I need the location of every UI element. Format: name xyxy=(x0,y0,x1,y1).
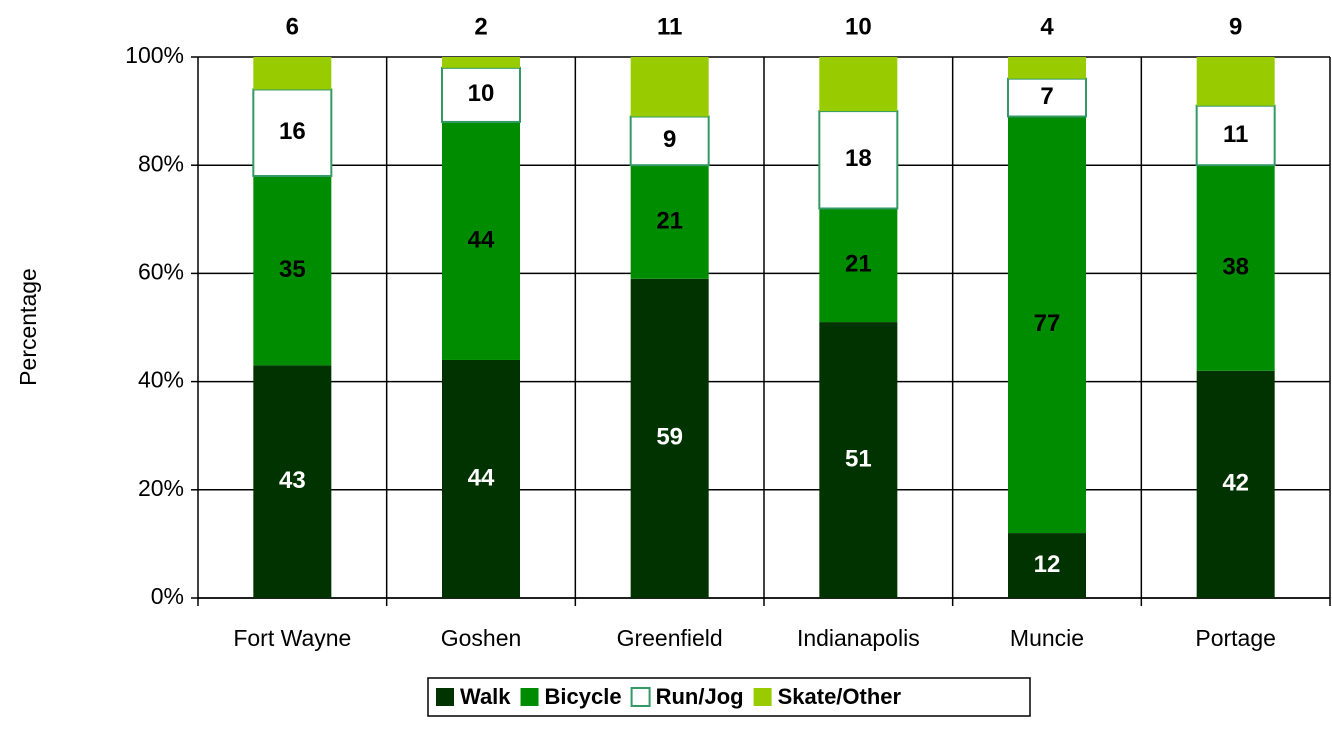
bar-segment xyxy=(1196,370,1275,598)
bar-segment xyxy=(253,57,332,90)
bar-segment xyxy=(819,208,898,323)
bar-segment xyxy=(1007,77,1087,118)
y-tick-label: 100% xyxy=(125,42,184,68)
y-tick-label: 60% xyxy=(138,258,184,284)
data-label: 44 xyxy=(468,464,495,491)
bar-segment xyxy=(629,115,710,167)
bar-segment xyxy=(1008,533,1086,598)
data-label: 35 xyxy=(279,256,306,283)
bar-segment xyxy=(442,121,520,360)
x-tick-label: Portage xyxy=(1195,625,1276,651)
bar-segment xyxy=(253,176,332,366)
legend-label: Bicycle xyxy=(545,684,622,709)
bar-segment xyxy=(630,165,709,279)
x-tick-label: Goshen xyxy=(441,625,522,651)
y-tick-label: 80% xyxy=(138,150,184,176)
data-label: 10 xyxy=(845,13,872,40)
data-label: 43 xyxy=(279,467,306,494)
y-axis-label: Percentage xyxy=(15,268,41,386)
data-label: 51 xyxy=(845,445,872,472)
data-label: 11 xyxy=(1223,121,1248,148)
data-label: 59 xyxy=(656,424,683,451)
data-label: 44 xyxy=(468,226,495,253)
data-label: 77 xyxy=(1034,310,1061,337)
legend-swatch xyxy=(436,688,454,706)
data-label: 7 xyxy=(1040,83,1053,110)
x-tick-label: Fort Wayne xyxy=(233,625,351,651)
bar-segment xyxy=(442,359,520,598)
data-label: 9 xyxy=(1229,13,1242,40)
data-label: 12 xyxy=(1034,551,1061,578)
x-tick-label: Greenfield xyxy=(617,625,723,651)
legend-swatch xyxy=(753,688,772,706)
bar-segment xyxy=(1196,165,1275,371)
bar-segment xyxy=(442,57,520,68)
y-tick-label: 0% xyxy=(151,583,184,609)
data-label: 16 xyxy=(279,118,306,145)
data-label: 11 xyxy=(657,13,682,40)
y-tick-label: 20% xyxy=(138,475,184,501)
legend-label: Walk xyxy=(460,684,511,709)
data-label: 21 xyxy=(656,207,683,234)
bar-segment xyxy=(253,365,332,598)
bar-segment xyxy=(819,322,898,598)
bar-segment xyxy=(252,88,333,178)
bar-segment xyxy=(1008,116,1086,534)
bar-segment xyxy=(1196,57,1275,106)
bar-segment xyxy=(818,110,899,210)
y-tick-label: 40% xyxy=(138,367,184,393)
legend-label: Run/Jog xyxy=(656,684,744,709)
bar-segment xyxy=(819,57,898,112)
data-label: 38 xyxy=(1222,253,1249,280)
x-tick-label: Indianapolis xyxy=(797,625,920,651)
data-label: 6 xyxy=(286,13,299,40)
data-label: 42 xyxy=(1222,470,1249,497)
data-label: 21 xyxy=(845,251,872,278)
data-label: 18 xyxy=(845,145,872,172)
data-label: 4 xyxy=(1040,13,1054,40)
bar-segment xyxy=(1008,57,1086,79)
bar-segment xyxy=(1195,104,1276,167)
bar-segment xyxy=(441,66,521,123)
data-label: 10 xyxy=(468,80,495,107)
data-label: 2 xyxy=(474,13,487,40)
bar-segment xyxy=(630,57,709,117)
data-label: 9 xyxy=(663,126,676,153)
legend-swatch xyxy=(520,688,539,706)
legend-swatch xyxy=(630,687,651,707)
x-tick-label: Muncie xyxy=(1010,625,1084,651)
legend-label: Skate/Other xyxy=(778,684,902,709)
bar-segment xyxy=(630,278,709,598)
